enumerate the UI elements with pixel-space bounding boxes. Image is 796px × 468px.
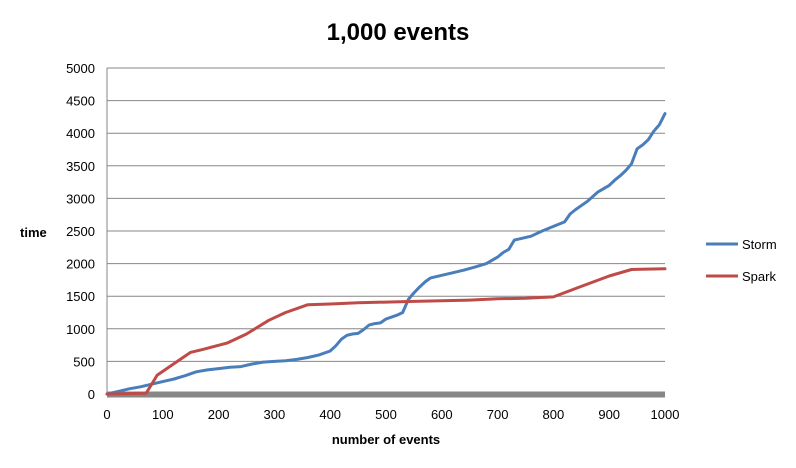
y-tick-label: 5000 [66, 61, 95, 76]
y-tick-label: 500 [73, 354, 95, 369]
x-tick-label: 0 [103, 407, 110, 422]
x-tick-label: 300 [264, 407, 286, 422]
x-tick-label: 400 [319, 407, 341, 422]
y-axis-title: time [20, 225, 47, 240]
x-tick-label: 800 [543, 407, 565, 422]
gridlines [107, 67, 665, 362]
series-line-storm [105, 112, 667, 396]
x-axis-title: number of events [332, 432, 440, 447]
y-tick-label: 2500 [66, 224, 95, 239]
x-tick-labels: 0 100 200 300 400 500 600 700 800 900 1000 [103, 407, 679, 422]
x-tick-label: 100 [152, 407, 174, 422]
x-tick-label: 200 [208, 407, 230, 422]
x-tick-label: 1000 [651, 407, 680, 422]
x-tick-label: 500 [375, 407, 397, 422]
chart-title: 1,000 events [327, 19, 470, 46]
y-tick-label: 2000 [66, 257, 95, 272]
y-tick-label: 3500 [66, 159, 95, 174]
y-tick-label: 1000 [66, 322, 95, 337]
legend: Storm Spark [706, 237, 777, 284]
legend-label-spark: Spark [742, 269, 776, 284]
x-tick-label: 600 [431, 407, 453, 422]
x-tick-label: 900 [598, 407, 620, 422]
y-tick-label: 3000 [66, 191, 95, 206]
x-axis-base [107, 391, 665, 398]
y-tick-label: 4000 [66, 126, 95, 141]
x-tick-label: 700 [487, 407, 509, 422]
series-lines [105, 112, 667, 396]
y-tick-label: 1500 [66, 289, 95, 304]
y-tick-label: 4500 [66, 94, 95, 109]
y-tick-label: 0 [88, 387, 95, 402]
series-line-spark [105, 267, 667, 396]
legend-label-storm: Storm [742, 237, 777, 252]
y-tick-labels: 0 500 1000 1500 2000 2500 3000 3500 4000 4500 5000 [66, 61, 95, 402]
